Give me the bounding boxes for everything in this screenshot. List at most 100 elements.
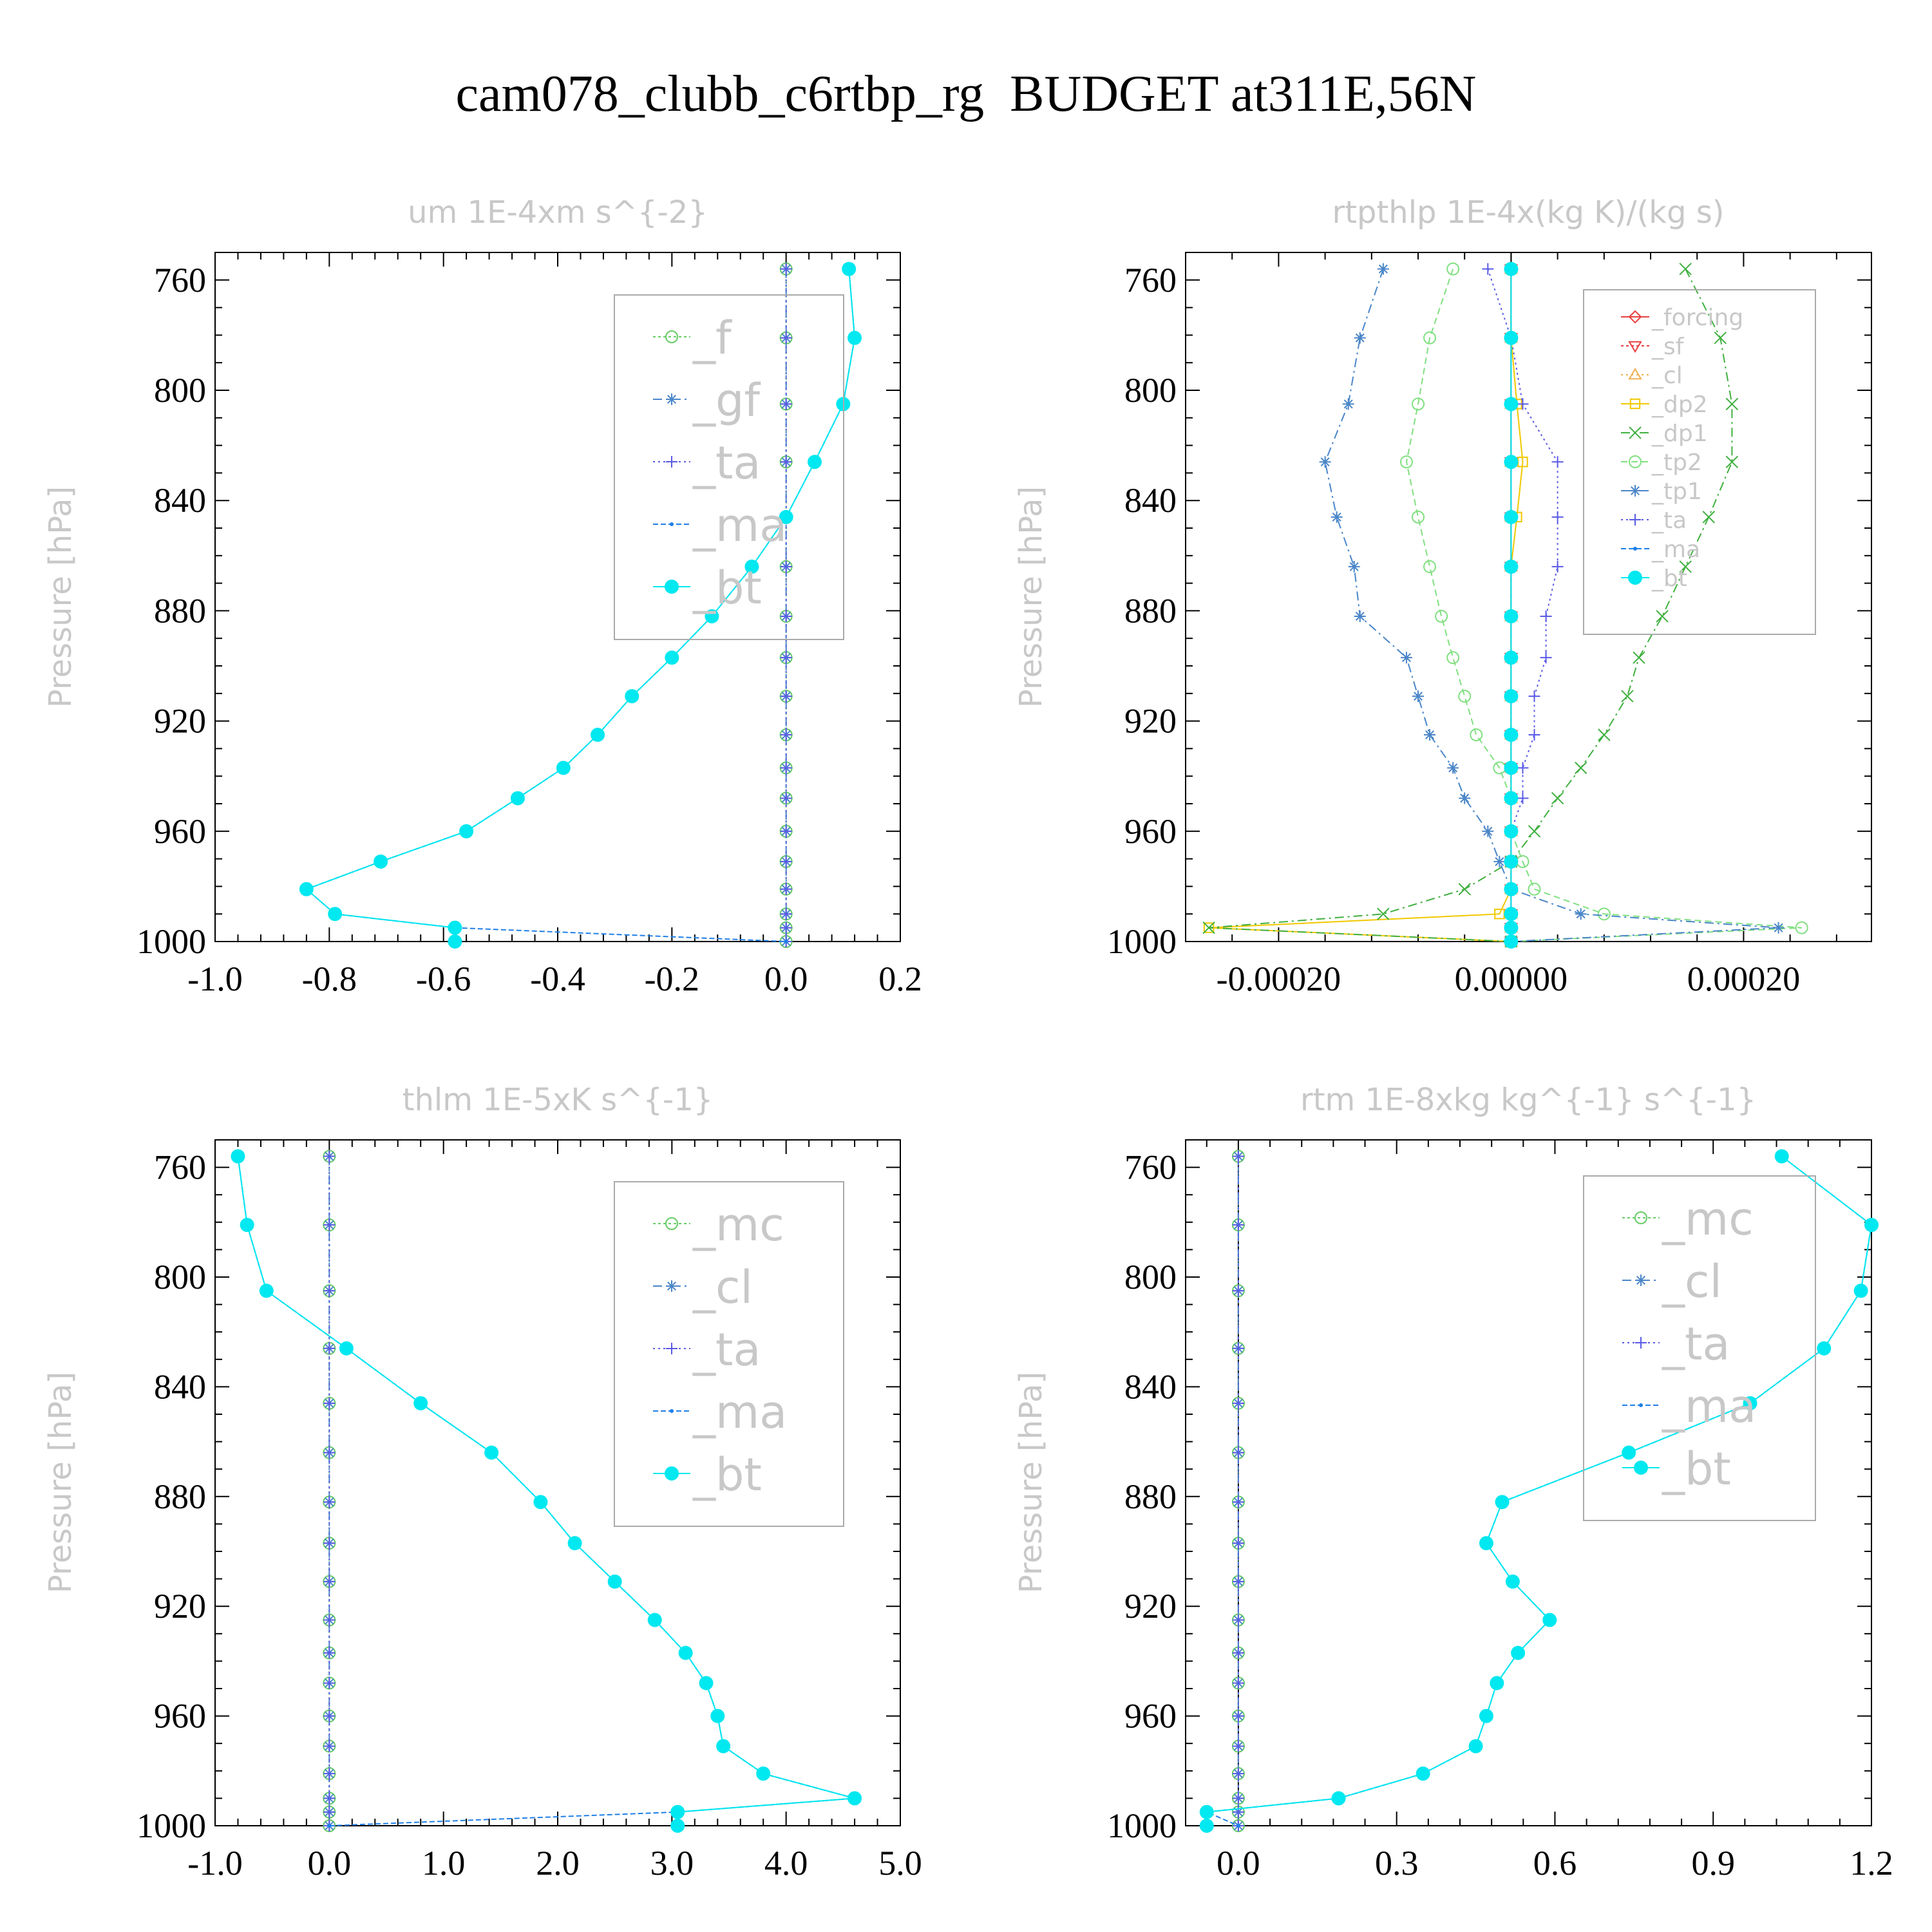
data-point: [678, 1645, 693, 1660]
data-point: [1725, 397, 1739, 411]
y-tick-label: 1000: [1107, 922, 1177, 961]
legend-label: _forcing: [1651, 305, 1743, 331]
data-point: [323, 1575, 336, 1587]
x-tick-label: -0.8: [302, 960, 357, 998]
legend-label: _f: [692, 312, 732, 365]
data-point: [1232, 1342, 1244, 1354]
data-point: [1517, 792, 1529, 804]
data-point: [323, 1537, 336, 1549]
legend-marker: [1639, 1403, 1643, 1407]
legend-label: _bt: [1651, 565, 1687, 592]
data-point: [448, 920, 462, 935]
data-point: [1743, 1396, 1757, 1410]
data-point: [1528, 825, 1541, 838]
data-point: [1202, 921, 1215, 934]
data-point: [647, 1613, 662, 1627]
legend-marker: [1629, 455, 1642, 468]
y-axis-label: Pressure [hPa]: [1013, 1372, 1049, 1593]
data-point: [323, 1614, 336, 1626]
data-point: [1551, 511, 1564, 523]
y-tick-label: 840: [1124, 1367, 1177, 1406]
data-point: [780, 762, 792, 774]
data-point: [1551, 560, 1564, 573]
series-line: [237, 1156, 855, 1826]
page-title: cam078_clubb_c6rtbp_rg BUDGET at311E,56N: [456, 66, 1477, 122]
series-bt: [1504, 261, 1519, 949]
data-point: [780, 908, 792, 920]
legend: _mc _cl _ta _ma _bt: [1583, 1175, 1816, 1521]
legend-marker: [665, 330, 678, 343]
x-tick-label: 0.00000: [1455, 960, 1568, 998]
x-tick-label: 0.0: [1217, 1844, 1260, 1882]
data-point: [1399, 455, 1413, 469]
legend-marker: [1635, 1274, 1647, 1286]
x-tick-label: 4.0: [764, 1844, 808, 1882]
y-tick-label: 920: [1124, 1587, 1177, 1625]
data-point: [323, 1496, 336, 1508]
panel-3: thlm 1E-5xK s^{-1} Pressure [hPa] 760 800 84…: [43, 1082, 922, 1882]
data-point: [848, 1791, 862, 1806]
y-tick-label: 960: [154, 1697, 206, 1736]
y-tick-label: 1000: [137, 1806, 206, 1845]
data-point: [299, 882, 314, 896]
y-tick-label: 760: [154, 1148, 206, 1187]
data-point: [1348, 560, 1360, 573]
legend-label: _bt: [1662, 1443, 1731, 1495]
data-point: [1232, 1677, 1244, 1689]
data-point: [1459, 792, 1471, 804]
data-point: [1232, 1219, 1244, 1231]
legend-box: [1583, 289, 1816, 635]
legend-marker: [670, 522, 674, 526]
panels-container: um 1E-4xm s^{-2} Pressure [hPa] 760 800 840 8…: [43, 194, 1893, 1882]
data-point: [780, 610, 792, 622]
x-tick-label: 0.0: [764, 960, 808, 998]
x-tick-label: 0.0: [308, 1844, 352, 1882]
series-line: [1206, 1155, 1873, 1826]
data-point: [780, 652, 792, 664]
data-point: [625, 689, 639, 704]
data-point: [323, 1285, 336, 1297]
data-point: [1482, 263, 1494, 275]
data-point: [1424, 729, 1436, 741]
data-point: [710, 1709, 725, 1723]
legend-marker: [665, 1217, 678, 1230]
y-axis-label: Pressure [hPa]: [43, 486, 79, 708]
data-point: [327, 1824, 332, 1828]
data-point: [1377, 907, 1390, 920]
y-tick-label: 880: [1124, 591, 1177, 630]
data-point: [374, 854, 388, 869]
data-point: [323, 1342, 336, 1354]
data-point: [1412, 397, 1425, 411]
legend-label: _sf: [1651, 334, 1685, 360]
panel-2: rtpthlp 1E-4x(kg K)/(kg s) Pressure [hPa]…: [1013, 194, 1872, 998]
plot-frame: [1185, 1139, 1872, 1826]
legend-label: _ta: [1662, 1318, 1730, 1370]
x-tick-label: 5.0: [878, 1844, 922, 1882]
data-point: [1621, 690, 1634, 703]
data-point: [323, 1806, 336, 1818]
y-tick-label: 880: [154, 1477, 206, 1516]
data-point: [323, 1446, 336, 1459]
data-point: [1504, 728, 1519, 742]
data-point: [1504, 824, 1519, 838]
y-tick-label: 1000: [1107, 1806, 1177, 1845]
data-point: [784, 940, 788, 943]
data-point: [323, 1397, 336, 1409]
data-point: [1423, 331, 1437, 345]
series-line: [1209, 269, 1733, 942]
data-point: [848, 330, 862, 345]
series-line: [1324, 269, 1779, 942]
data-point: [1470, 728, 1483, 741]
data-point: [1528, 729, 1540, 741]
legend-label: _bt: [692, 562, 762, 614]
data-point: [448, 934, 462, 949]
y-axis-label: Pressure [hPa]: [1013, 486, 1049, 708]
data-point: [1232, 1575, 1244, 1587]
data-point: [1232, 1792, 1244, 1804]
data-point: [328, 907, 343, 922]
data-point: [1447, 762, 1459, 774]
legend-label: _ma: [692, 1386, 787, 1439]
legend-label: _ta: [692, 1323, 761, 1376]
legend-label: _dp1: [1651, 421, 1708, 447]
legend-label: _ta: [1651, 507, 1687, 534]
